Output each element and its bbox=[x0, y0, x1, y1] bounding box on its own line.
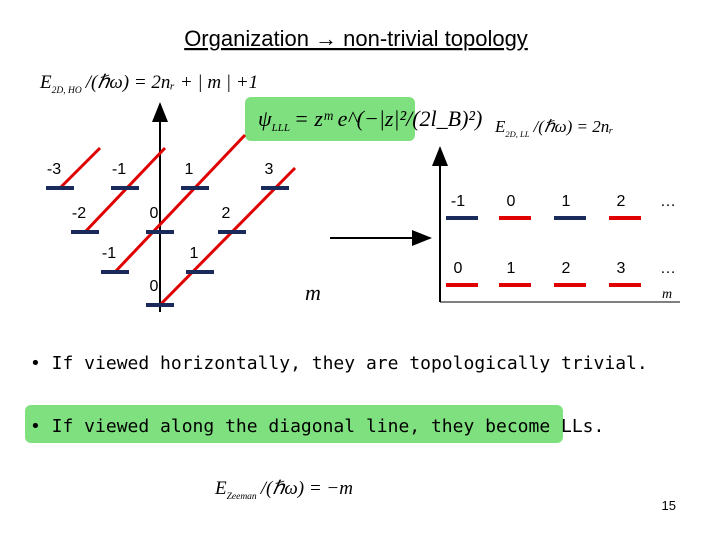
level-label: 0 bbox=[150, 205, 159, 222]
level-label: 3 bbox=[617, 260, 626, 277]
formula-part: /(ℏω) = −m bbox=[260, 478, 353, 499]
formula-part: LLL bbox=[271, 122, 290, 134]
level-label: … bbox=[660, 260, 676, 277]
formula: ψLLL = zᵐ e^(−|z|²/(2l_B)²) bbox=[258, 106, 482, 134]
level-label: -3 bbox=[47, 161, 61, 178]
level-label: 2 bbox=[562, 260, 571, 277]
level-label: 1 bbox=[185, 161, 194, 178]
formula-part: /(ℏω) = 2nᵣ bbox=[532, 117, 613, 136]
formula: E2D, HO/(ℏω) = 2nᵣ + | m | +1 bbox=[39, 72, 258, 96]
formula-part: Zeeman bbox=[227, 492, 257, 502]
page-number: 15 bbox=[662, 498, 676, 513]
formula-part: E bbox=[214, 478, 227, 499]
level-label: 1 bbox=[507, 260, 516, 277]
diagonal bbox=[58, 146, 102, 190]
diagonal bbox=[158, 166, 297, 307]
level-label: 1 bbox=[190, 245, 199, 262]
level-label: … bbox=[660, 193, 676, 210]
formula-box bbox=[245, 97, 415, 141]
formula-part: ψ bbox=[258, 106, 272, 131]
formula-part: = zᵐ e^(−|z|²/(2l_B)²) bbox=[294, 106, 482, 131]
level-label: -2 bbox=[72, 205, 86, 222]
formula-part: 2D, HO bbox=[52, 86, 82, 96]
diagonal bbox=[113, 133, 247, 274]
formula-part: E bbox=[494, 117, 506, 136]
level-label: 2 bbox=[222, 205, 231, 222]
formula-part: E bbox=[39, 72, 52, 93]
level-label: -1 bbox=[112, 161, 126, 178]
level-label: 0 bbox=[150, 278, 159, 295]
bullet-highlight bbox=[25, 405, 563, 443]
formula: E2D, LL/(ℏω) = 2nᵣ bbox=[494, 117, 613, 139]
bullet: • If viewed horizontally, they are topol… bbox=[30, 353, 648, 374]
level-label: -1 bbox=[451, 193, 465, 210]
axis-label: m bbox=[305, 280, 321, 305]
bullet: • If viewed along the diagonal line, the… bbox=[30, 416, 604, 437]
formula: EZeeman/(ℏω) = −m bbox=[214, 478, 353, 502]
axis-label: m bbox=[662, 287, 672, 302]
landau-diagonals bbox=[58, 133, 297, 307]
level-label: 1 bbox=[562, 193, 571, 210]
formula-part: /(ℏω) = 2nᵣ + | m | +1 bbox=[85, 72, 258, 93]
level-label: 0 bbox=[454, 260, 463, 277]
formula-part: 2D, LL bbox=[505, 129, 529, 139]
level-label: 2 bbox=[617, 193, 626, 210]
level-label: 3 bbox=[265, 161, 274, 178]
slide-title: Organization → non-trivial topology bbox=[184, 26, 528, 51]
level-label: 0 bbox=[507, 193, 516, 210]
level-label: -1 bbox=[102, 245, 116, 262]
